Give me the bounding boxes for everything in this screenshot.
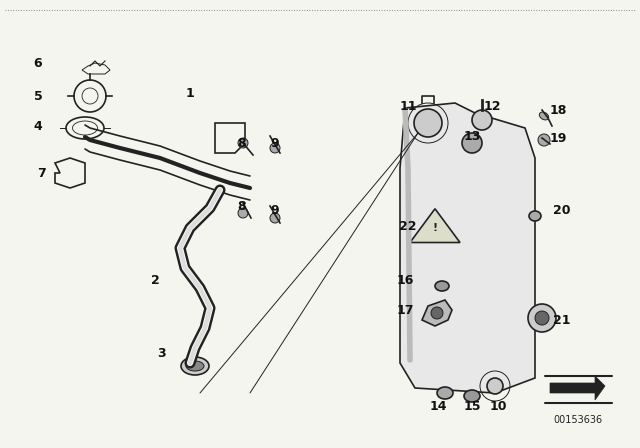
Ellipse shape bbox=[540, 112, 548, 120]
Text: 15: 15 bbox=[463, 400, 481, 413]
Circle shape bbox=[431, 307, 443, 319]
Ellipse shape bbox=[437, 387, 453, 399]
Text: 10: 10 bbox=[489, 400, 507, 413]
Polygon shape bbox=[400, 103, 535, 393]
Text: 20: 20 bbox=[553, 203, 571, 216]
Circle shape bbox=[270, 143, 280, 153]
Circle shape bbox=[528, 304, 556, 332]
Polygon shape bbox=[422, 300, 452, 326]
Circle shape bbox=[487, 378, 503, 394]
Text: 6: 6 bbox=[34, 56, 42, 69]
Circle shape bbox=[270, 213, 280, 223]
Circle shape bbox=[535, 311, 549, 325]
Text: 9: 9 bbox=[271, 137, 279, 150]
Circle shape bbox=[472, 110, 492, 130]
Text: 9: 9 bbox=[271, 203, 279, 216]
Text: 8: 8 bbox=[237, 199, 246, 212]
Text: 00153636: 00153636 bbox=[554, 415, 603, 425]
Text: 3: 3 bbox=[157, 346, 166, 359]
Text: !: ! bbox=[433, 223, 438, 233]
Text: 16: 16 bbox=[396, 273, 413, 287]
Text: 14: 14 bbox=[429, 400, 447, 413]
Ellipse shape bbox=[464, 390, 480, 402]
Polygon shape bbox=[410, 209, 460, 242]
Circle shape bbox=[238, 138, 248, 148]
Polygon shape bbox=[550, 376, 605, 400]
Circle shape bbox=[238, 208, 248, 218]
Circle shape bbox=[538, 134, 550, 146]
Text: 22: 22 bbox=[399, 220, 417, 233]
Text: 17: 17 bbox=[396, 303, 413, 316]
Text: 1: 1 bbox=[186, 86, 195, 99]
Text: 8: 8 bbox=[237, 137, 246, 150]
Text: 5: 5 bbox=[34, 90, 42, 103]
Ellipse shape bbox=[529, 211, 541, 221]
Text: 21: 21 bbox=[553, 314, 571, 327]
Text: 11: 11 bbox=[399, 99, 417, 112]
Circle shape bbox=[462, 133, 482, 153]
Text: 12: 12 bbox=[483, 99, 500, 112]
Circle shape bbox=[414, 109, 442, 137]
Ellipse shape bbox=[186, 361, 204, 371]
Ellipse shape bbox=[181, 357, 209, 375]
Text: 7: 7 bbox=[38, 167, 46, 180]
Text: 2: 2 bbox=[150, 273, 159, 287]
Text: 19: 19 bbox=[549, 132, 566, 145]
Text: 18: 18 bbox=[549, 103, 566, 116]
Ellipse shape bbox=[435, 281, 449, 291]
Text: 4: 4 bbox=[34, 120, 42, 133]
Text: 13: 13 bbox=[463, 129, 481, 142]
